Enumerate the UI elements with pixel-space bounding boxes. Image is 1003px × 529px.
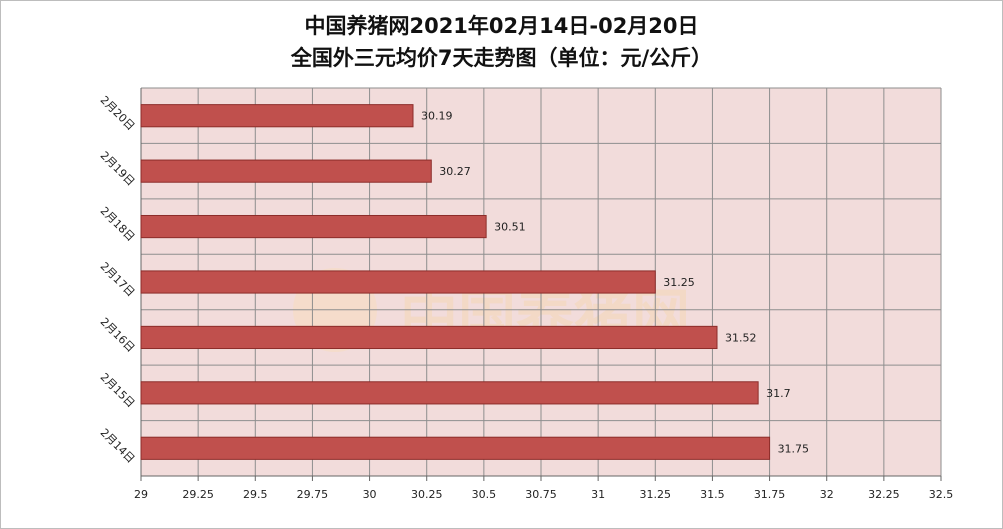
data-label: 31.52 [725, 331, 757, 344]
x-tick-label: 30.5 [472, 488, 497, 501]
chart-title: 中国养猪网2021年02月14日-02月20日 [304, 14, 699, 38]
x-tick-label: 30.75 [525, 488, 557, 501]
x-tick-label: 29.75 [297, 488, 329, 501]
category-label: 2月19日 [98, 149, 138, 189]
x-tick-label: 31.25 [640, 488, 672, 501]
x-tick-label: 32 [820, 488, 834, 501]
x-tick-label: 29.25 [182, 488, 214, 501]
x-tick-label: 29.5 [243, 488, 268, 501]
category-label: 2月18日 [98, 204, 138, 244]
bar [140, 270, 656, 294]
bar [140, 381, 759, 405]
data-label: 31.25 [663, 276, 695, 289]
data-label: 30.51 [494, 221, 525, 234]
bar [140, 325, 718, 350]
x-tick-label: 31.75 [754, 488, 786, 501]
data-label: 30.19 [421, 110, 453, 123]
bar [140, 104, 414, 128]
data-label: 31.75 [778, 442, 810, 455]
category-label: 2月20日 [98, 93, 138, 133]
x-tick-label: 30.25 [411, 488, 443, 501]
x-tick-label: 32.25 [868, 488, 900, 501]
x-tick-label: 31.5 [700, 488, 725, 501]
category-label: 2月17日 [98, 260, 138, 300]
category-label: 2月16日 [98, 315, 138, 355]
bar [140, 159, 432, 183]
bar [140, 214, 487, 239]
category-label: 2月14日 [98, 426, 138, 466]
x-tick-label: 31 [591, 488, 605, 501]
x-tick-label: 29 [134, 488, 148, 501]
category-label: 2月15日 [98, 371, 138, 411]
data-label: 31.7 [766, 387, 791, 400]
data-label: 30.27 [439, 165, 471, 178]
x-tick-label: 30 [363, 488, 377, 501]
chart-subtitle: 全国外三元均价7天走势图（单位：元/公斤） [290, 46, 713, 70]
bar [140, 436, 771, 460]
x-tick-label: 32.5 [929, 488, 954, 501]
